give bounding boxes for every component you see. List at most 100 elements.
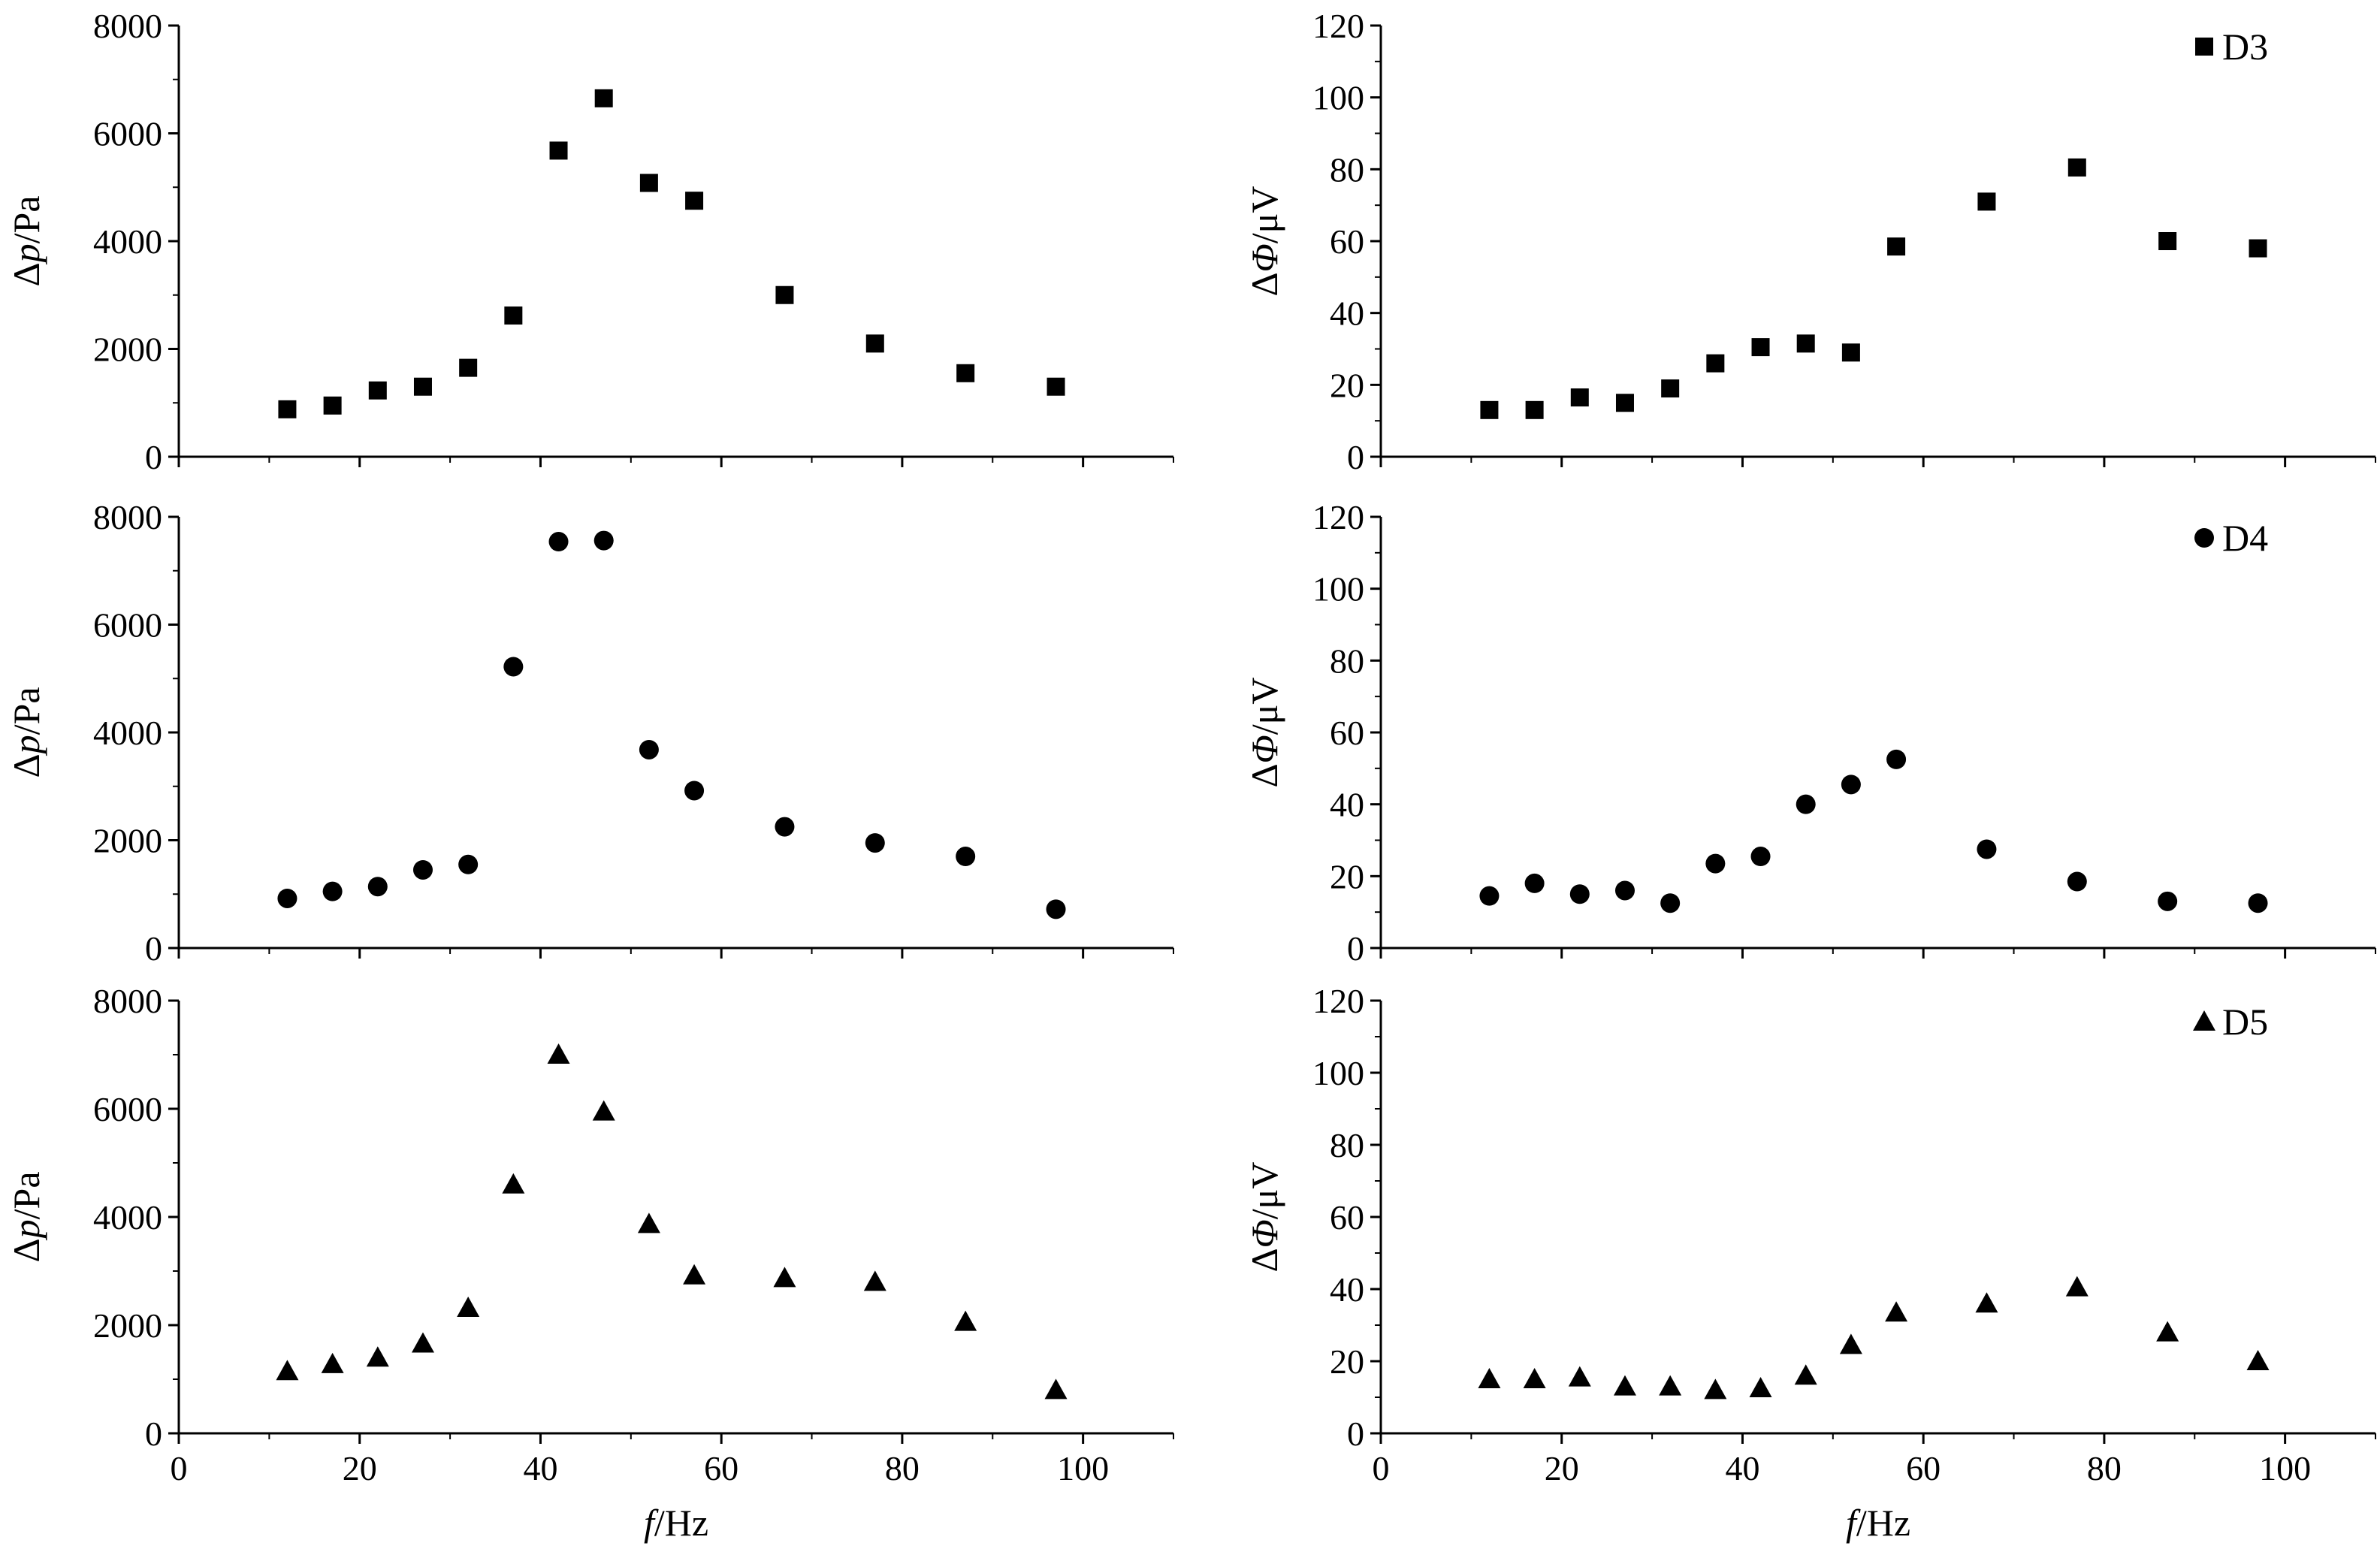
data-point: [1046, 899, 1066, 919]
legend: D5: [2193, 1001, 2268, 1043]
y-tick-label: 4000: [93, 1198, 162, 1236]
legend-marker: [2195, 38, 2213, 56]
data-point: [956, 847, 976, 867]
data-point: [1975, 1292, 1998, 1313]
data-points: [277, 530, 1066, 919]
y-axis-title: Δp/Pa: [5, 195, 47, 286]
data-point: [503, 657, 524, 677]
data-point: [1480, 400, 1499, 419]
data-points: [1480, 158, 2267, 419]
y-tick-label: 120: [1312, 498, 1364, 536]
x-tick-label: 100: [2259, 1449, 2311, 1487]
data-point: [1749, 1377, 1772, 1397]
data-point: [547, 1043, 570, 1064]
x-tick-label: 80: [2087, 1449, 2122, 1487]
panel-pressure-D5: 0 2000 4000 6000 8000 0 20 40 60 80 100 f/Hz Δp/Pa: [5, 982, 1174, 1544]
data-point: [2249, 239, 2267, 258]
y-axis-title-unit: /μV: [1243, 1161, 1285, 1219]
y-tick-label: 20: [1330, 366, 1364, 404]
y-axis-title-symbol: p: [5, 735, 47, 756]
data-point: [321, 1352, 344, 1373]
data-point: [276, 1360, 299, 1381]
data-point: [1704, 1378, 1727, 1400]
x-tick-label: 40: [1725, 1449, 1759, 1487]
data-point: [1479, 886, 1500, 906]
data-point: [639, 739, 659, 759]
y-tick-label: 100: [1312, 1054, 1364, 1092]
data-point: [1660, 893, 1681, 913]
y-tick-label: 6000: [93, 1090, 162, 1128]
legend-label: D3: [2222, 26, 2268, 68]
x-axis-title-unit: /Hz: [1856, 1502, 1910, 1544]
data-point: [1705, 853, 1726, 874]
data-point: [278, 400, 297, 418]
y-tick-label: 0: [1347, 1415, 1364, 1453]
y-axis-title: Δp/Pa: [5, 687, 47, 778]
panel-voltage-D5: 0 20 40 60 80 100 120 0 20 40 60 80 100 f/Hz ΔΦ/μV D5: [1243, 982, 2376, 1544]
data-points: [276, 1043, 1068, 1400]
y-tick-label: 0: [145, 1415, 162, 1453]
y-tick-label: 8000: [93, 982, 162, 1020]
data-point: [1794, 1364, 1817, 1385]
data-point: [367, 877, 388, 897]
data-point: [1047, 377, 1065, 396]
data-point: [411, 1332, 434, 1353]
y-tick-label: 8000: [93, 7, 162, 45]
y-tick-label: 60: [1330, 222, 1364, 261]
x-axis-title: f/Hz: [644, 1502, 708, 1544]
y-axis-title: Δp/Pa: [5, 1171, 47, 1262]
data-point: [1796, 794, 1816, 814]
y-tick-label: 2000: [93, 822, 162, 860]
legend-marker: [2193, 1010, 2215, 1031]
data-point: [1750, 847, 1771, 867]
x-axis-title: f/Hz: [1846, 1502, 1910, 1544]
data-point: [458, 854, 479, 874]
x-tick-label: 80: [885, 1449, 920, 1487]
data-point: [2158, 891, 2178, 911]
y-axis-title-unit: /μV: [1243, 186, 1285, 243]
data-point: [1570, 388, 1589, 407]
data-point: [1524, 873, 1545, 893]
x-tick-label: 100: [1057, 1449, 1109, 1487]
data-point: [2156, 1321, 2179, 1342]
x-tick-label: 60: [704, 1449, 738, 1487]
panel-pressure-D4: 0 2000 4000 6000 8000 Δp/Pa: [5, 498, 1174, 968]
y-tick-label: 40: [1330, 1270, 1364, 1309]
data-point: [1569, 884, 1590, 904]
y-tick-label: 20: [1330, 1342, 1364, 1381]
y-tick-label: 80: [1330, 1126, 1364, 1164]
y-axis-title-prefix: Δ: [1243, 1248, 1285, 1272]
y-axis-title-symbol: Φ: [1243, 735, 1285, 763]
y-tick-label: 100: [1312, 79, 1364, 117]
data-point: [2067, 871, 2087, 892]
y-tick-label: 0: [145, 929, 162, 968]
data-point: [954, 1310, 977, 1331]
data-point: [2158, 232, 2177, 250]
data-point: [1523, 1368, 1546, 1388]
data-point: [773, 1267, 796, 1288]
x-tick-label: 40: [523, 1449, 557, 1487]
data-point: [2248, 893, 2268, 913]
data-point: [548, 532, 569, 552]
data-point: [457, 1296, 480, 1317]
y-axis-title-symbol: p: [5, 243, 47, 264]
data-point: [1568, 1366, 1591, 1387]
data-points: [1479, 749, 2268, 913]
data-point: [1751, 338, 1770, 357]
data-point: [368, 381, 387, 400]
y-axis-title: ΔΦ/μV: [1243, 677, 1285, 787]
data-point: [1839, 1333, 1862, 1354]
data-point: [956, 364, 975, 382]
y-axis-title-unit: /μV: [1243, 677, 1285, 735]
y-tick-label: 120: [1312, 7, 1364, 45]
legend-label: D4: [2222, 517, 2268, 559]
y-axis-title-unit: /Pa: [5, 687, 47, 735]
data-point: [1615, 394, 1634, 412]
data-point: [685, 192, 704, 210]
y-tick-label: 100: [1312, 570, 1364, 608]
data-point: [1706, 354, 1725, 373]
data-point: [412, 859, 433, 880]
data-point: [592, 1100, 615, 1121]
data-point: [639, 174, 658, 192]
